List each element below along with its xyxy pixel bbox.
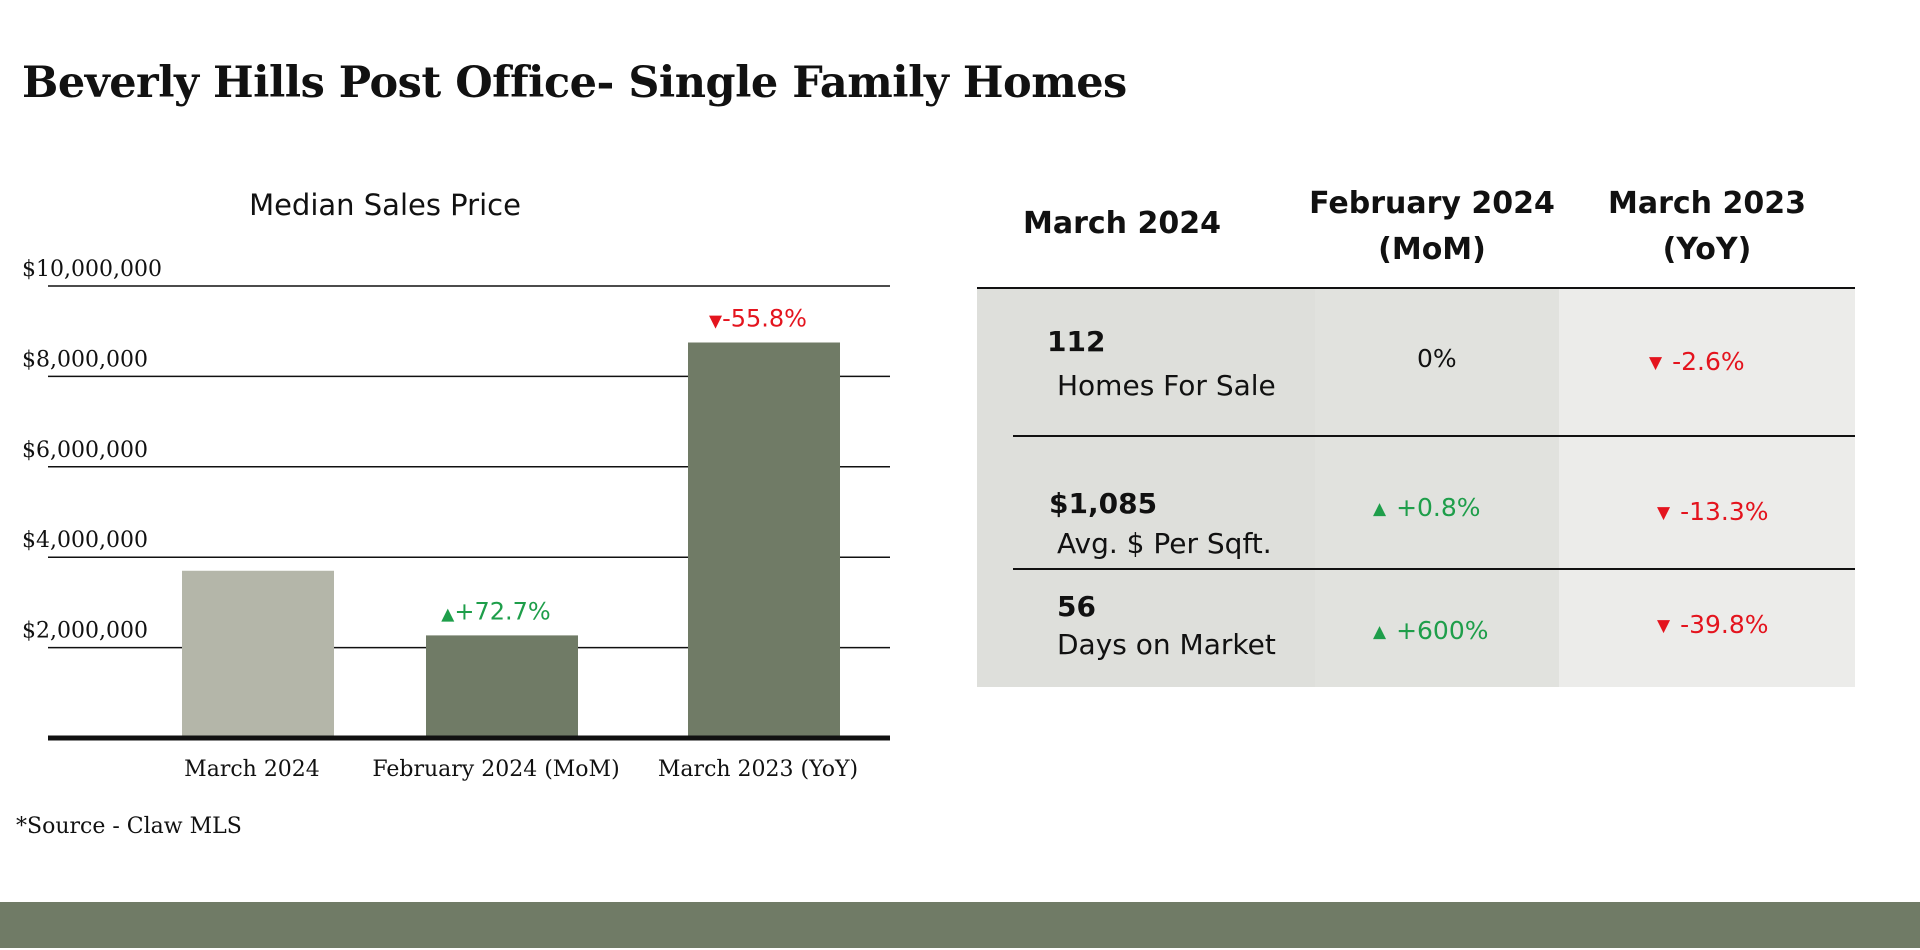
bar: [182, 570, 334, 738]
up-arrow-icon: ▲: [1373, 622, 1387, 642]
mom-change: ▲ +0.8%: [1373, 493, 1481, 522]
y-tick-label: $8,000,000: [22, 347, 148, 372]
stats-row-homes-for-sale: 112 Homes For Sale 0% ▼ -2.6%: [977, 289, 1855, 429]
down-arrow-icon: ▼: [1657, 616, 1671, 636]
bar-change-value: -55.8%: [722, 305, 807, 333]
y-tick-label: $4,000,000: [22, 528, 148, 553]
down-arrow-icon: ▼: [1649, 353, 1663, 373]
yoy-change: ▼ -2.6%: [1649, 347, 1745, 376]
bar: [688, 342, 840, 738]
source-note: *Source - Claw MLS: [16, 814, 242, 839]
row-divider: [1013, 435, 1855, 437]
metric-label: Homes For Sale: [1057, 369, 1276, 402]
chart-title: Median Sales Price: [249, 188, 521, 222]
bar-change-label: ▼-55.8%: [709, 305, 807, 333]
change-value: -13.3%: [1680, 497, 1769, 526]
up-arrow-icon: ▲: [441, 604, 455, 624]
header-divider: [977, 287, 1855, 289]
median-sales-price-chart: $2,000,000 $4,000,000 $6,000,000 $8,000,000…: [22, 257, 890, 782]
yoy-change: ▼ -39.8%: [1657, 610, 1769, 639]
column-bg-yoy: [1559, 289, 1855, 687]
metric-value: $1,085: [1049, 487, 1158, 520]
footer-band: [0, 902, 1920, 948]
header-current-line: March 2024: [1023, 206, 1221, 241]
page-title: Beverly Hills Post Office- Single Family…: [22, 58, 1127, 108]
metric-label: Avg. $ Per Sqft.: [1057, 527, 1272, 560]
column-bg-current: [977, 289, 1315, 687]
bar-change-label: ▲+72.7%: [441, 597, 550, 625]
metric-label: Days on Market: [1057, 628, 1276, 661]
y-tick-label: $2,000,000: [22, 619, 148, 644]
header-mom-line-1: February 2024: [1309, 186, 1555, 221]
down-arrow-icon: ▼: [709, 312, 723, 332]
header-current: March 2024: [977, 201, 1267, 247]
y-tick-label: $6,000,000: [22, 438, 148, 463]
change-value: -39.8%: [1680, 610, 1769, 639]
x-tick-label: March 2023 (YoY): [658, 757, 858, 782]
x-tick-label: March 2024: [184, 757, 320, 782]
metric-value: 56: [1057, 590, 1096, 623]
header-yoy: March 2023 (YoY): [1559, 181, 1855, 273]
down-arrow-icon: ▼: [1657, 503, 1671, 523]
mom-change: ▲ +600%: [1373, 616, 1489, 645]
up-arrow-icon: ▲: [1373, 499, 1387, 519]
header-yoy-line-1: March 2023: [1608, 186, 1806, 221]
change-value: 0%: [1417, 344, 1457, 373]
stats-row-price-per-sqft: $1,085 Avg. $ Per Sqft. ▲ +0.8% ▼ -13.3%: [977, 437, 1855, 577]
x-tick-label: February 2024 (MoM): [372, 757, 619, 782]
header-mom-line-2: (MoM): [1378, 232, 1486, 267]
yoy-change: ▼ -13.3%: [1657, 497, 1769, 526]
stats-row-days-on-market: 56 Days on Market ▲ +600% ▼ -39.8%: [977, 570, 1855, 710]
bar-change-value: +72.7%: [454, 597, 550, 625]
change-value: -2.6%: [1672, 347, 1745, 376]
change-value: +0.8%: [1396, 493, 1481, 522]
mom-change: 0%: [1417, 344, 1457, 373]
column-bg-mom: [1315, 289, 1559, 687]
bar: [426, 635, 578, 738]
y-tick-label: $10,000,000: [22, 257, 162, 282]
stats-table: March 2024 February 2024 (MoM) March 202…: [977, 175, 1855, 688]
header-mom: February 2024 (MoM): [1277, 181, 1587, 273]
metric-value: 112: [1047, 325, 1106, 358]
row-divider: [1013, 568, 1855, 570]
change-value: +600%: [1396, 616, 1489, 645]
header-yoy-line-2: (YoY): [1662, 232, 1752, 267]
